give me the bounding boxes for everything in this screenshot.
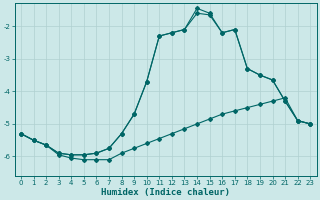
X-axis label: Humidex (Indice chaleur): Humidex (Indice chaleur) [101,188,230,197]
